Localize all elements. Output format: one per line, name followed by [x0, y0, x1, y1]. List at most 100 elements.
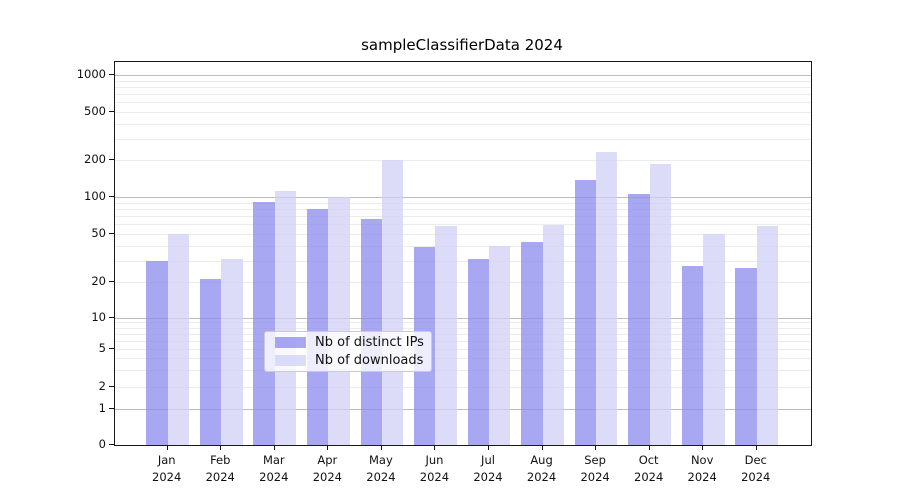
minor-gridline: [115, 245, 811, 247]
minor-gridline: [115, 281, 811, 283]
x-tick-label: Aug 2024: [526, 453, 557, 484]
x-tick-label: Jul 2024: [473, 453, 503, 484]
y-tick-mark: [109, 407, 114, 409]
bar-downloads: [596, 151, 618, 445]
x-tick-label: Feb 2024: [205, 453, 235, 484]
minor-gridline: [115, 260, 811, 262]
bar-distinct-ips: [681, 266, 704, 445]
x-tick-mark: [755, 444, 757, 450]
major-gridline: [115, 408, 811, 410]
legend-label: Nb of downloads: [315, 353, 424, 368]
minor-gridline: [115, 209, 811, 210]
x-tick-mark: [434, 444, 436, 450]
bar-downloads: [542, 224, 564, 445]
x-tick-mark: [541, 444, 543, 450]
minor-gridline: [115, 138, 811, 140]
minor-gridline: [115, 160, 811, 162]
bar-distinct-ips: [574, 180, 597, 445]
major-gridline: [115, 317, 811, 319]
plot-area: [114, 61, 812, 446]
x-tick-mark: [595, 444, 597, 450]
major-gridline: [115, 197, 811, 198]
bar-downloads: [649, 163, 672, 445]
bar-distinct-ips: [521, 242, 543, 445]
y-tick-mark: [109, 348, 114, 350]
bar-downloads: [167, 234, 190, 445]
x-tick-label: Nov 2024: [687, 453, 717, 484]
y-tick-label: 20: [91, 273, 106, 288]
bar-distinct-ips: [306, 209, 329, 445]
bar-distinct-ips: [467, 259, 489, 445]
bar-downloads: [756, 226, 779, 445]
x-tick-label: Jun 2024: [419, 453, 450, 484]
x-tick-mark: [488, 444, 489, 450]
minor-gridline: [115, 234, 811, 236]
bar-downloads: [221, 259, 243, 445]
minor-gridline: [115, 102, 811, 104]
bar-distinct-ips: [735, 268, 757, 445]
x-tick-label: Oct 2024: [634, 453, 664, 484]
y-tick-label: 500: [84, 103, 106, 118]
bar-downloads: [703, 234, 725, 445]
bar-downloads: [381, 160, 404, 445]
x-tick-label: Apr 2024: [312, 453, 342, 484]
minor-gridline: [115, 340, 811, 342]
legend-row: Nb of downloads: [265, 353, 431, 368]
minor-gridline: [115, 322, 811, 324]
minor-gridline: [115, 80, 811, 82]
minor-gridline: [115, 370, 811, 372]
y-tick-mark: [109, 443, 114, 445]
y-tick-label: 2: [98, 379, 106, 393]
x-tick-mark: [220, 444, 222, 450]
y-tick-label: 1: [98, 400, 106, 415]
minor-gridline: [115, 93, 811, 95]
minor-gridline: [115, 387, 811, 388]
bar-downloads: [328, 197, 350, 445]
minor-gridline: [115, 86, 811, 88]
bar-downloads: [274, 191, 297, 445]
minor-gridline: [115, 123, 811, 125]
legend-label: Nb of distinct IPs: [315, 335, 424, 350]
y-tick-label: 0: [98, 436, 106, 451]
x-tick-label: May 2024: [366, 453, 396, 484]
x-tick-mark: [273, 444, 275, 450]
bar-downloads: [435, 226, 457, 445]
bar-distinct-ips: [199, 279, 222, 445]
minor-gridline: [115, 111, 811, 113]
y-tick-mark: [109, 196, 114, 197]
x-tick-mark: [166, 444, 168, 450]
minor-gridline: [115, 333, 811, 335]
x-tick-mark: [648, 444, 650, 450]
y-tick-mark: [109, 110, 114, 112]
minor-gridline: [115, 358, 811, 360]
minor-gridline: [115, 216, 811, 218]
y-tick-label: 100: [84, 189, 106, 203]
major-gridline: [115, 75, 811, 76]
legend-row: Nb of distinct IPs: [265, 335, 431, 350]
bar-distinct-ips: [628, 193, 650, 445]
y-tick-mark: [109, 386, 114, 387]
y-tick-label: 200: [84, 152, 106, 167]
x-tick-label: Sep 2024: [580, 453, 610, 484]
x-tick-mark: [327, 444, 329, 450]
x-tick-label: Jan 2024: [152, 453, 182, 484]
minor-gridline: [115, 349, 811, 351]
bar-downloads: [489, 245, 511, 445]
chart-title: sampleClassifierData 2024: [361, 36, 563, 54]
x-tick-mark: [702, 444, 704, 450]
y-tick-mark: [109, 316, 114, 318]
bar-distinct-ips: [146, 260, 168, 445]
y-tick-label: 1000: [76, 67, 106, 81]
y-tick-label: 50: [91, 226, 106, 241]
minor-gridline: [115, 327, 811, 329]
y-tick-label: 10: [91, 309, 106, 324]
y-tick-mark: [109, 74, 114, 75]
y-tick-mark: [109, 159, 114, 161]
x-tick-label: Mar 2024: [259, 453, 289, 484]
x-tick-label: Dec 2024: [741, 453, 771, 484]
bar-distinct-ips: [253, 201, 275, 445]
legend-swatch-downloads: [275, 355, 306, 366]
y-tick-mark: [109, 233, 114, 235]
y-tick-label: 5: [98, 341, 106, 356]
